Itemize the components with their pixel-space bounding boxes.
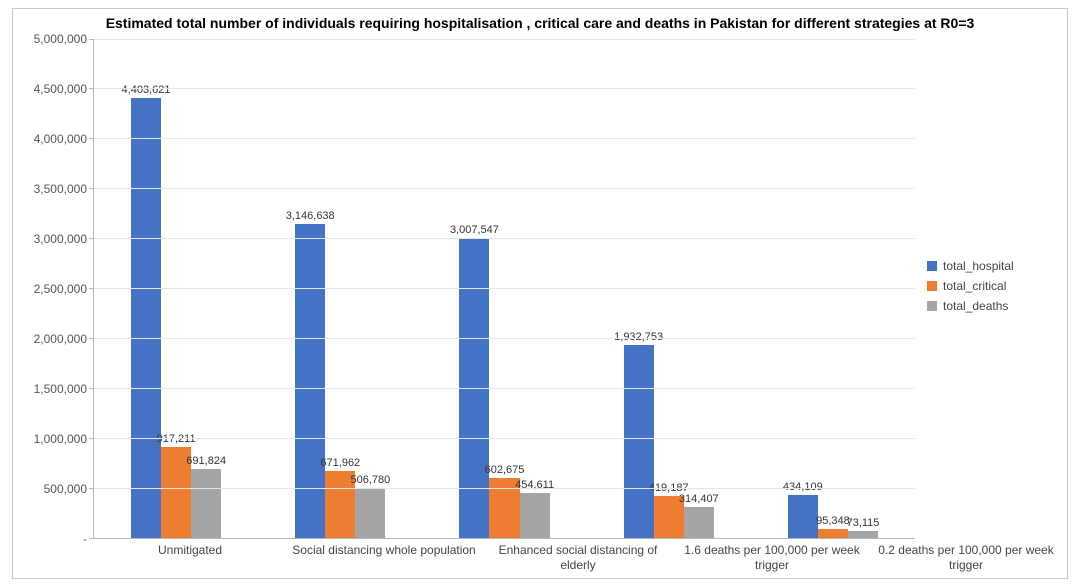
y-tick-mark: [89, 438, 94, 439]
y-tick-label: 2,500,000: [34, 282, 87, 296]
y-axis: -500,0001,000,0001,500,0002,000,0002,500…: [13, 39, 93, 540]
bar-value-label: 4,403,621: [122, 84, 171, 96]
y-tick-label: 3,000,000: [34, 232, 87, 246]
bar-total_critical: 95,348: [818, 529, 848, 539]
legend-label: total_critical: [943, 279, 1006, 293]
y-tick-mark: [89, 39, 94, 40]
y-tick-mark: [89, 338, 94, 339]
figure: Estimated total number of individuals re…: [0, 0, 1080, 587]
y-tick-label: 5,000,000: [34, 32, 87, 46]
y-tick-label: -: [83, 532, 87, 546]
legend: total_hospital total_critical total_deaths: [919, 33, 1067, 540]
bar-total_hospital: 4,403,621: [131, 98, 161, 538]
x-tick-label: 1.6 deaths per 100,000 per week trigger: [675, 543, 869, 572]
grid-line: [94, 338, 915, 339]
legend-item: total_deaths: [927, 299, 1067, 313]
y-tick-label: 1,500,000: [34, 382, 87, 396]
x-tick-label: Unmitigated: [93, 543, 287, 572]
grid-line: [94, 238, 915, 239]
bar-value-label: 73,115: [847, 517, 880, 529]
x-tick-label: Enhanced social distancing of elderly: [481, 543, 675, 572]
grid-line: [94, 138, 915, 139]
y-tick-label: 3,500,000: [34, 182, 87, 196]
y-tick-label: 2,000,000: [34, 332, 87, 346]
grid-line: [94, 438, 915, 439]
y-tick-label: 500,000: [44, 482, 87, 496]
plot-area-wrap: 4,403,621917,211691,8243,146,638671,9625…: [93, 39, 915, 540]
bar-value-label: 1,932,753: [614, 331, 663, 343]
bar-value-label: 671,962: [320, 457, 360, 469]
legend-swatch: [927, 261, 937, 271]
bar-total_deaths: 314,407: [684, 507, 714, 538]
legend-item: total_hospital: [927, 259, 1067, 273]
legend-item: total_critical: [927, 279, 1067, 293]
x-tick-label: 0.2 deaths per 100,000 per week trigger: [869, 543, 1063, 572]
y-tick-mark: [89, 388, 94, 389]
bar-total_hospital: 1,932,753: [624, 345, 654, 538]
bar-value-label: 691,824: [186, 455, 226, 467]
bar-value-label: 95,348: [816, 515, 850, 527]
y-tick-mark: [89, 138, 94, 139]
plot-area: 4,403,621917,211691,8243,146,638671,9625…: [93, 39, 915, 540]
grid-line: [94, 39, 915, 40]
y-tick-label: 4,500,000: [34, 82, 87, 96]
bar-value-label: 506,780: [351, 474, 391, 486]
y-tick-mark: [89, 188, 94, 189]
bar-value-label: 3,146,638: [286, 210, 335, 222]
y-tick-mark: [89, 538, 94, 539]
y-tick-mark: [89, 238, 94, 239]
bar-total_deaths: 691,824: [191, 469, 221, 538]
legend-swatch: [927, 301, 937, 311]
chart-title: Estimated total number of individuals re…: [13, 9, 1067, 33]
legend-label: total_deaths: [943, 299, 1008, 313]
grid-line: [94, 188, 915, 189]
chart-panel: Estimated total number of individuals re…: [12, 8, 1068, 579]
y-tick-mark: [89, 288, 94, 289]
y-tick-mark: [89, 88, 94, 89]
y-tick-label: 1,000,000: [34, 432, 87, 446]
bar-value-label: 434,109: [783, 481, 823, 493]
bar-total_deaths: 454,611: [520, 493, 550, 538]
y-tick-mark: [89, 488, 94, 489]
chart-body: -500,0001,000,0001,500,0002,000,0002,500…: [13, 33, 1067, 540]
bar-value-label: 3,007,547: [450, 224, 499, 236]
bar-total_deaths: 73,115: [848, 531, 878, 538]
grid-line: [94, 88, 915, 89]
bar-total_hospital: 434,109: [788, 495, 818, 538]
bar-total_deaths: 506,780: [355, 488, 385, 539]
bar-total_hospital: 3,146,638: [295, 224, 325, 538]
y-tick-label: 4,000,000: [34, 132, 87, 146]
bar-value-label: 602,675: [485, 464, 525, 476]
legend-label: total_hospital: [943, 259, 1014, 273]
x-axis-labels: UnmitigatedSocial distancing whole popul…: [93, 539, 1063, 578]
x-tick-label: Social distancing whole population: [287, 543, 481, 572]
grid-line: [94, 488, 915, 489]
bar-value-label: 314,407: [679, 493, 719, 505]
grid-line: [94, 288, 915, 289]
grid-line: [94, 388, 915, 389]
legend-swatch: [927, 281, 937, 291]
